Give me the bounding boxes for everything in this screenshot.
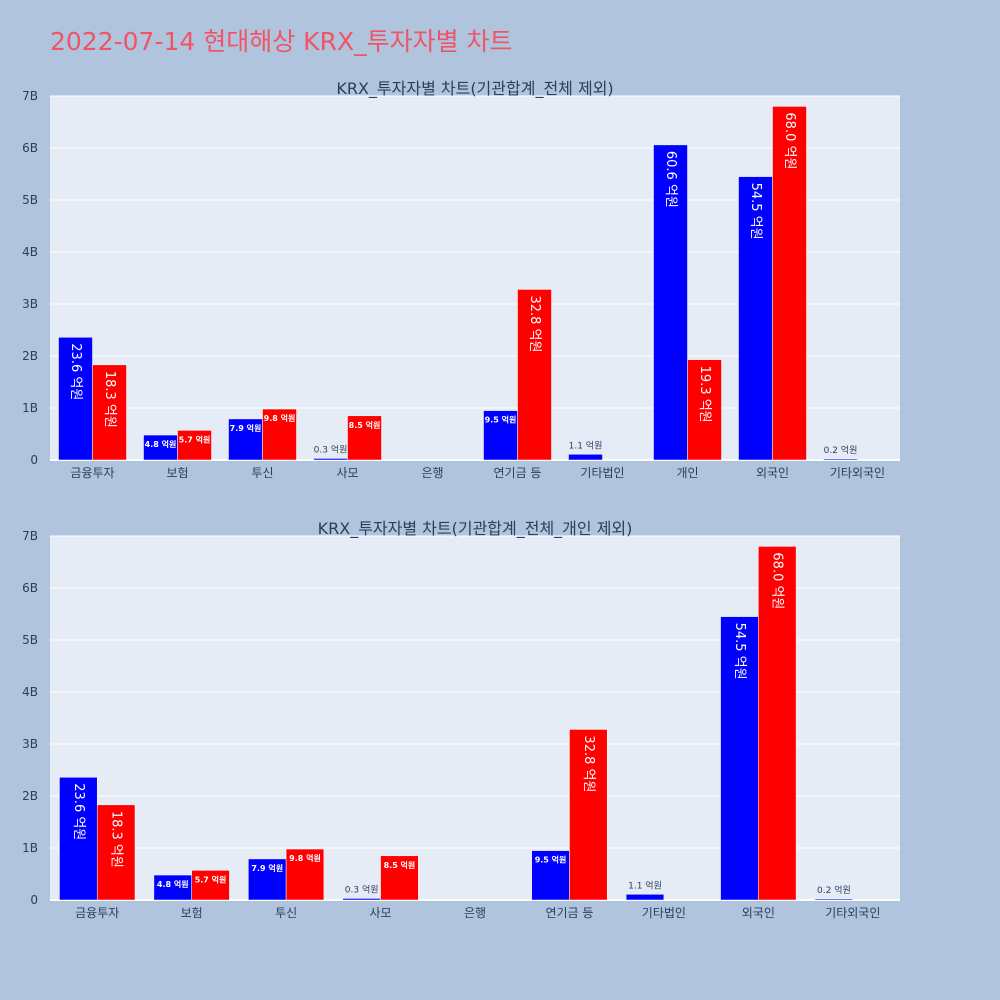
bar-series-1 xyxy=(720,616,759,901)
bar-series-1 xyxy=(738,176,773,461)
x-tick-label: 보험 xyxy=(181,906,203,920)
y-tick-label: 2B xyxy=(22,789,38,803)
data-label: 1.1 억원 xyxy=(569,439,603,451)
bar-series-2 xyxy=(96,804,136,901)
chart-bottom: 0 1B 2B 3B 4B 5B 6B 7B KRX_투자자별 차트(기관합계_전체_개인 제외… xyxy=(22,519,900,920)
data-label: 5.7 억원 xyxy=(179,434,211,444)
data-label: 7.9 억원 xyxy=(230,423,262,433)
x-tick-label: 외국인 xyxy=(742,906,775,920)
y-tick-label: 0 xyxy=(30,453,38,467)
data-label: 0.2 억원 xyxy=(817,884,851,896)
x-tick-label: 기타법인 xyxy=(580,466,624,480)
bar-series-1 xyxy=(653,144,688,461)
data-label: 5.7 억원 xyxy=(195,874,227,884)
data-label: 4.8 억원 xyxy=(157,879,189,889)
data-label: 0.3 억원 xyxy=(345,883,379,895)
data-label: 9.8 억원 xyxy=(289,853,321,863)
x-tick-label: 사모 xyxy=(336,466,358,480)
data-label: 0.2 억원 xyxy=(824,444,858,456)
data-label: 18.3 억원 xyxy=(102,371,117,428)
data-label: 8.5 억원 xyxy=(384,860,416,870)
bar-series-1 xyxy=(248,858,287,901)
y-tick-label: 4B xyxy=(22,245,38,259)
y-tick-label: 3B xyxy=(22,297,38,311)
x-tick-label: 기타외국인 xyxy=(830,466,885,480)
bar-series-2 xyxy=(758,546,797,901)
x-tick-label: 은행 xyxy=(464,905,486,920)
chart-title: KRX_투자자별 차트(기관합계_전체_개인 제외) xyxy=(318,519,633,539)
bar-series-1 xyxy=(153,874,192,901)
bar-series-2 xyxy=(285,848,325,901)
data-label: 4.8 억원 xyxy=(145,439,177,449)
y-tick-label: 6B xyxy=(22,141,38,155)
bar-series-2 xyxy=(177,430,212,461)
bar-series-1 xyxy=(814,898,854,901)
chart-top: 0 1B 2B 3B 4B 5B 6B 7B KRX_투자자별 차트(기관합계_전체 제외) 금융… xyxy=(22,79,900,480)
bar-series-1 xyxy=(483,410,518,461)
y-tick-label: 0 xyxy=(30,893,38,907)
x-tick-label: 금융투자 xyxy=(75,906,119,920)
data-label: 68.0 억원 xyxy=(770,552,785,609)
x-tick-label: 개인 xyxy=(676,466,698,480)
bar-series-2 xyxy=(191,870,230,901)
x-tick-label: 연기금 등 xyxy=(494,466,542,480)
x-tick-label: 사모 xyxy=(370,906,392,920)
y-tick-label: 4B xyxy=(22,685,38,699)
bar-series-2 xyxy=(517,289,552,461)
data-label: 19.3 억원 xyxy=(697,366,712,423)
data-label: 68.0 억원 xyxy=(782,112,797,169)
bar-series-2 xyxy=(262,408,297,461)
y-tick-label: 7B xyxy=(22,89,38,103)
data-label: 23.6 억원 xyxy=(68,343,83,400)
data-label: 32.8 억원 xyxy=(527,295,542,352)
y-tick-label: 2B xyxy=(22,349,38,363)
chart-title: KRX_투자자별 차트(기관합계_전체 제외) xyxy=(336,79,613,99)
data-label: 1.1 억원 xyxy=(628,879,662,891)
bar-series-1 xyxy=(342,898,381,901)
x-tick-label: 기타외국인 xyxy=(825,906,880,920)
data-label: 0.3 억원 xyxy=(314,443,348,455)
bar-series-1 xyxy=(58,337,93,461)
bar-series-2 xyxy=(347,415,382,461)
x-tick-label: 연기금 등 xyxy=(545,906,593,920)
bar-series-1 xyxy=(625,894,665,901)
data-label: 60.6 억원 xyxy=(663,151,678,208)
bar-series-2 xyxy=(687,359,722,461)
bar-series-1 xyxy=(568,454,603,461)
x-tick-label: 투신 xyxy=(251,466,273,480)
bar-series-1 xyxy=(823,458,858,461)
x-tick-label: 기타법인 xyxy=(642,906,686,920)
data-label: 32.8 억원 xyxy=(581,735,596,792)
x-tick-label: 은행 xyxy=(421,465,443,480)
bar-series-1 xyxy=(143,434,178,461)
y-tick-label: 1B xyxy=(22,841,38,855)
y-tick-label: 1B xyxy=(22,401,38,415)
data-label: 54.5 억원 xyxy=(748,183,763,240)
data-label: 9.5 억원 xyxy=(535,855,567,865)
y-tick-label: 5B xyxy=(22,193,38,207)
data-label: 7.9 억원 xyxy=(251,863,283,873)
bar-series-1 xyxy=(59,777,98,901)
data-label: 9.5 억원 xyxy=(485,415,517,425)
bar-series-2 xyxy=(772,106,807,461)
bar-series-2 xyxy=(92,364,127,461)
y-tick-label: 3B xyxy=(22,737,38,751)
x-tick-label: 외국인 xyxy=(756,466,789,480)
data-label: 23.6 억원 xyxy=(71,783,86,840)
data-label: 54.5 억원 xyxy=(732,623,747,680)
x-tick-label: 투신 xyxy=(275,906,297,920)
x-tick-label: 보험 xyxy=(166,466,188,480)
data-label: 9.8 억원 xyxy=(264,413,296,423)
bar-series-1 xyxy=(531,850,570,901)
data-label: 8.5 억원 xyxy=(349,420,381,430)
bar-series-2 xyxy=(569,729,608,901)
x-tick-label: 금융투자 xyxy=(70,466,114,480)
y-tick-label: 5B xyxy=(22,633,38,647)
data-label: 18.3 억원 xyxy=(109,811,124,868)
y-tick-label: 7B xyxy=(22,529,38,543)
bar-series-2 xyxy=(380,855,419,901)
page-title: 2022-07-14 현대해상 KRX_투자자별 차트 xyxy=(50,27,513,56)
y-tick-label: 6B xyxy=(22,581,38,595)
